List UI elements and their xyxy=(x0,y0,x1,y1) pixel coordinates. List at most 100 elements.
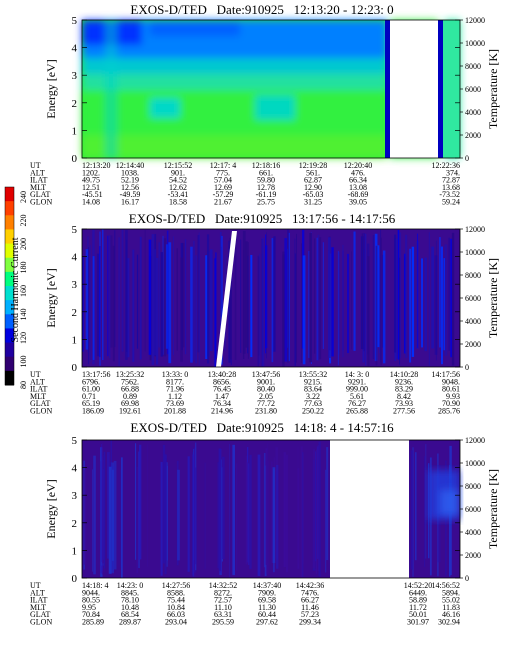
heatmap-streak xyxy=(315,449,318,574)
ephemeris-cell: 289.87 xyxy=(119,618,141,627)
heatmap-streak xyxy=(317,444,320,572)
heatmap-streak xyxy=(372,235,375,360)
heatmap-streak xyxy=(112,469,114,561)
y2-tick-label: 6000 xyxy=(465,294,481,303)
heatmap-streak xyxy=(96,253,100,357)
heatmap-streak xyxy=(273,236,276,352)
ephemeris-cell: 8656. xyxy=(213,377,231,386)
heatmap-streak xyxy=(367,256,370,367)
ephemeris-cell: 231.80 xyxy=(255,407,277,416)
heatmap-streak xyxy=(326,447,329,561)
ephemeris-cell: 11.10 xyxy=(214,603,232,612)
y-tick-label: 4 xyxy=(72,252,78,264)
ephemeris-row-label: ALT xyxy=(30,168,45,177)
heatmap-streak xyxy=(375,245,378,366)
heatmap-streak xyxy=(197,235,200,353)
ephemeris-cell: 14:18: 4 xyxy=(82,581,108,590)
heatmap-streak xyxy=(421,258,423,348)
ephemeris-cell: 186.09 xyxy=(82,407,104,416)
heatmap-streak xyxy=(317,234,320,361)
heatmap-streak xyxy=(221,456,225,560)
heatmap-streak xyxy=(102,229,104,361)
ephemeris-cell: 75.44 xyxy=(167,596,185,605)
heatmap-streak xyxy=(312,449,316,569)
heatmap-streak xyxy=(107,235,109,357)
heatmap-streak xyxy=(431,246,435,349)
heatmap-streak xyxy=(85,249,89,350)
ephemeris-row-label: UT xyxy=(30,581,41,590)
heatmap-streak xyxy=(164,458,167,575)
heatmap-streak xyxy=(403,253,407,354)
heatmap-streak xyxy=(448,237,450,351)
ephemeris-cell: 61.00 xyxy=(82,385,100,394)
ephemeris-cell: 83.29 xyxy=(395,385,413,394)
heatmap-streak xyxy=(264,245,268,349)
ephemeris-cell: 83.64 xyxy=(304,385,322,394)
heatmap-streak xyxy=(434,255,438,355)
ephemeris-cell: 7909. xyxy=(258,588,276,597)
heatmap-streak xyxy=(258,256,260,356)
heatmap-streak xyxy=(272,467,276,563)
heatmap-streak xyxy=(165,244,169,349)
ephemeris-cell: 10.84 xyxy=(167,603,185,612)
ephemeris-row-label: ILAT xyxy=(30,596,47,605)
ephemeris-cell: 8272. xyxy=(214,588,232,597)
heatmap-streak xyxy=(337,250,339,366)
heatmap-streak xyxy=(93,455,96,575)
ephemeris-row-label: GLON xyxy=(30,407,52,416)
ephemeris-cell: 295.59 xyxy=(212,618,234,627)
heatmap-streak xyxy=(136,254,139,349)
colorbar-swatch xyxy=(5,201,14,216)
ephemeris-cell: 39.05 xyxy=(349,198,367,207)
ephemeris-cell: 66.27 xyxy=(301,596,319,605)
ephemeris-cell: 77.63 xyxy=(304,399,322,408)
ephemeris-cell: 11.83 xyxy=(442,603,460,612)
ephemeris-cell: 8588. xyxy=(167,588,185,597)
ephemeris-cell: 14:32:52 xyxy=(209,581,237,590)
ephemeris-cell: 7476. xyxy=(301,588,319,597)
heatmap-streak xyxy=(92,256,95,360)
ephemeris-cell: 13:25:32 xyxy=(116,370,144,379)
y2-tick-label: 12000 xyxy=(465,16,485,25)
heatmap-streak xyxy=(309,232,312,363)
y2-tick-label: 4000 xyxy=(465,528,481,537)
colorbar-tick-label: 140 xyxy=(19,309,28,321)
heatmap-streak xyxy=(232,444,235,576)
y2-tick-label: 10000 xyxy=(465,459,485,468)
ephemeris-cell: 999.00 xyxy=(346,385,368,394)
ephemeris-cell: 9291. xyxy=(348,377,366,386)
heatmap-streak xyxy=(206,234,210,364)
ephemeris-cell: 80.55 xyxy=(82,596,100,605)
heatmap-streak xyxy=(136,466,139,573)
heatmap-streak xyxy=(132,249,135,362)
heatmap-streak xyxy=(297,446,299,564)
heatmap-streak xyxy=(325,469,327,573)
heatmap-streak xyxy=(168,242,172,364)
ephemeris-cell: 14:17:56 xyxy=(432,370,460,379)
ephemeris-cell: 13:55:32 xyxy=(299,370,327,379)
heatmap-streak xyxy=(82,256,84,352)
ephemeris-cell: 6796. xyxy=(82,377,100,386)
y2-tick-label: 6000 xyxy=(465,505,481,514)
y2-axis-label: Temperature [K] xyxy=(486,258,500,338)
ephemeris-cell: -68.69 xyxy=(348,190,369,199)
heatmap-streak xyxy=(439,237,441,348)
ephemeris-cell: 9215. xyxy=(304,377,322,386)
ephemeris-row-label: MLT xyxy=(30,603,46,612)
heatmap-streak xyxy=(315,451,317,562)
heatmap-streak xyxy=(192,240,195,361)
ephemeris-row-label: ALT xyxy=(30,588,45,597)
heatmap-streak xyxy=(91,469,93,572)
heatmap-streak xyxy=(160,252,164,357)
ephemeris-cell: 70.84 xyxy=(82,610,100,619)
colorbar: 240 220 200 180 160 140 120 100 80 xyxy=(4,186,28,389)
ephemeris-cell: 50.01 xyxy=(409,610,427,619)
panel-3-heatmap xyxy=(82,440,460,578)
ephemeris-cell: 70.90 xyxy=(442,399,460,408)
colorbar-swatch xyxy=(5,215,14,230)
heatmap-streak xyxy=(409,248,412,363)
ephemeris-cell: 77.72 xyxy=(257,399,275,408)
heatmap-streak xyxy=(126,239,128,352)
ephemeris-cell: 285.76 xyxy=(438,407,460,416)
y-tick-label: 5 xyxy=(72,15,78,27)
